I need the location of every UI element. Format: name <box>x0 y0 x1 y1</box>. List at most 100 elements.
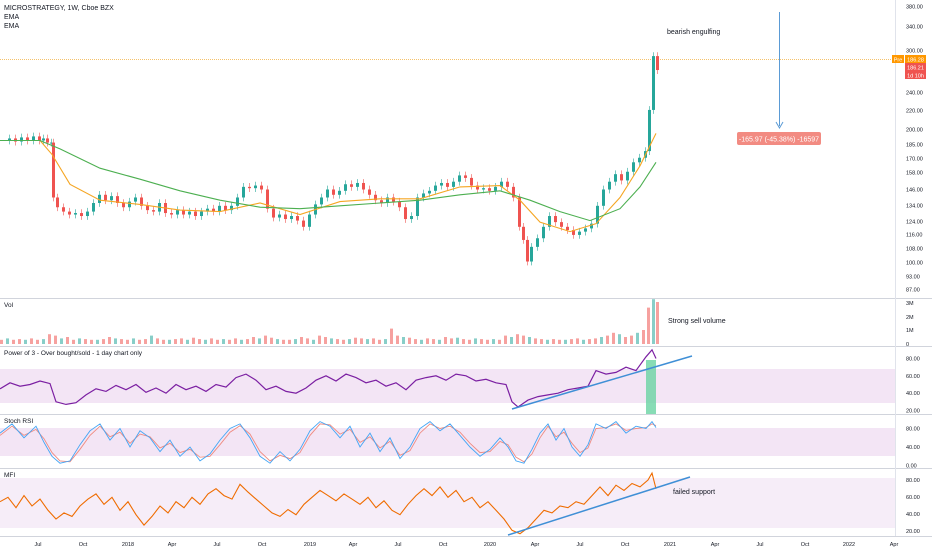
volume-bar <box>30 338 33 344</box>
candle-body <box>440 182 443 186</box>
candle-body <box>236 197 239 206</box>
time-axis-label: 2020 <box>484 542 496 548</box>
volume-bar <box>312 339 315 344</box>
candle-body <box>110 196 113 201</box>
volume-bar <box>336 339 339 344</box>
candle-body <box>242 186 245 198</box>
candle-body <box>476 185 479 190</box>
volume-bar <box>444 337 447 344</box>
candle-body <box>338 190 341 195</box>
candle-body <box>368 189 371 195</box>
candle-body <box>146 205 149 211</box>
candle-body <box>638 157 641 163</box>
volume-bar <box>264 335 267 344</box>
power-band <box>0 369 895 403</box>
candle-body <box>20 137 23 142</box>
indicator-ema-2[interactable]: EMA <box>4 23 20 30</box>
volume-bar <box>528 337 531 344</box>
power-pane-title[interactable]: Power of 3 - Over bought/sold - 1 day ch… <box>4 350 143 357</box>
candle-body <box>80 213 83 217</box>
measure-label-bg <box>737 132 821 145</box>
volume-bar <box>228 339 231 344</box>
volume-bar <box>534 338 537 344</box>
volume-bar <box>456 337 459 344</box>
candle-body <box>482 188 485 190</box>
volume-bar <box>270 337 273 344</box>
mfi-band <box>0 478 895 528</box>
volume-bar <box>606 335 609 344</box>
stoch-pane-title[interactable]: Stoch RSI <box>4 418 33 425</box>
volume-bar <box>516 334 519 344</box>
axis-labels: 380.00340.00300.00270.00240.00220.00200.… <box>34 5 922 549</box>
volume-bar <box>360 338 363 344</box>
volume-pane-title[interactable]: Vol <box>4 302 14 309</box>
candle-body <box>116 196 119 203</box>
time-axis-label: Apr <box>531 542 540 548</box>
candle-body <box>254 185 257 189</box>
volume-bar <box>96 339 99 344</box>
volume-bar <box>618 334 621 344</box>
annotation-failed-support: failed support <box>673 489 715 496</box>
pre-tag-label: Pre <box>894 58 903 64</box>
volume-bar <box>552 339 555 344</box>
candle-body <box>652 56 655 110</box>
mfi-axis-label: 20.00 <box>906 529 920 535</box>
volume-bar <box>624 337 627 344</box>
candle-body <box>548 216 551 227</box>
candle-body <box>410 216 413 220</box>
volume-bar <box>60 338 63 344</box>
mfi-axis-label: 60.00 <box>906 495 920 501</box>
annotation-bearish-engulfing: bearish engulfing <box>667 29 720 36</box>
volume-bar <box>486 339 489 344</box>
volume-bar <box>66 337 69 344</box>
price-axis-label: 380.00 <box>906 5 923 11</box>
countdown-tag: 1d 10h <box>907 74 924 80</box>
volume-bar <box>126 339 129 344</box>
power-trendline[interactable] <box>511 355 693 410</box>
time-axis-label: Oct <box>801 542 810 548</box>
candle-body <box>230 205 233 211</box>
volume-bar <box>432 339 435 344</box>
price-axis-label: 124.00 <box>906 220 923 226</box>
volume-bar <box>642 330 645 344</box>
candle-body <box>332 189 335 195</box>
candle-body <box>52 142 55 198</box>
candle-body <box>464 175 467 178</box>
volume-bar <box>108 337 111 344</box>
volume-bar <box>294 339 297 344</box>
candle-body <box>404 207 407 220</box>
candle-body <box>488 188 491 191</box>
volume-bar <box>390 328 393 344</box>
candle-body <box>122 202 125 208</box>
power-line <box>0 348 657 408</box>
candle-body <box>170 213 173 215</box>
volume-bar <box>258 338 261 344</box>
price-axis-label: 116.00 <box>906 233 922 239</box>
price-axis-label: 100.00 <box>906 261 923 267</box>
oscillator-lines <box>0 348 657 535</box>
volume-bar <box>246 339 249 344</box>
time-axis-label: 2022 <box>843 542 855 548</box>
candle-body <box>98 194 101 203</box>
volume-bar <box>647 307 650 344</box>
candle-body <box>350 184 353 187</box>
volume-bar <box>408 337 411 344</box>
candle-body <box>104 194 107 201</box>
candle-body <box>74 213 77 215</box>
volume-bar <box>198 339 201 344</box>
indicator-ema-1[interactable]: EMA <box>4 14 20 21</box>
time-axis-label: Jul <box>34 542 41 548</box>
time-axis-label: Oct <box>621 542 630 548</box>
candle-body <box>596 205 599 224</box>
volume-bar <box>252 337 255 344</box>
candle-body <box>494 186 497 191</box>
volume-bar <box>510 337 513 344</box>
volume-bar <box>354 337 357 344</box>
mfi-pane-title[interactable]: MFI <box>4 472 15 479</box>
mfi-trendline[interactable] <box>507 476 691 536</box>
power-axis-label: 80.00 <box>906 357 920 363</box>
volume-bar <box>216 339 219 344</box>
candle-body <box>518 197 521 227</box>
volume-bar <box>168 339 171 344</box>
